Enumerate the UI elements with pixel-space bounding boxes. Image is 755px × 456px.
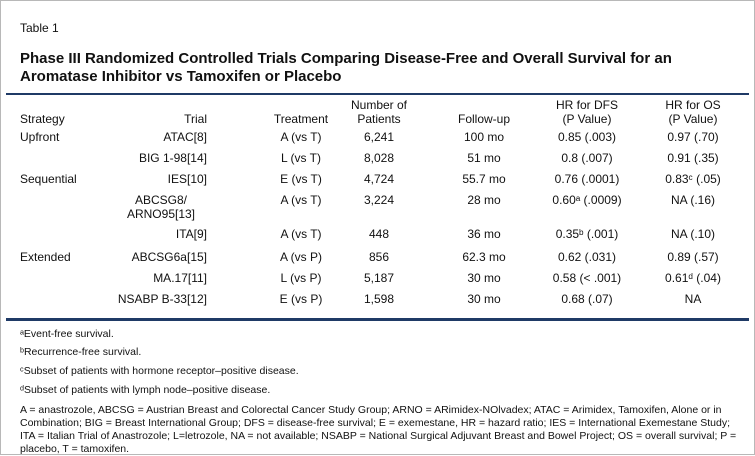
table-cell: 856 <box>368 250 390 264</box>
table-cell: 1,598 <box>363 292 395 306</box>
top-rule <box>6 93 749 95</box>
table-label: Table 1 <box>20 21 59 35</box>
table-cell: A (vs T) <box>280 130 322 144</box>
table-cell: 0.89 (.57) <box>667 250 719 264</box>
table-cell: 0.60ᵃ (.0009) <box>552 193 622 207</box>
table-cell: 448 <box>368 227 390 241</box>
footnote: ᵈSubset of patients with lymph node–posi… <box>20 384 271 396</box>
table-cell: ATAC[8] <box>163 130 207 144</box>
table-cell: 3,224 <box>363 193 395 207</box>
table-cell: A (vs P) <box>279 250 322 264</box>
table-cell: 55.7 mo <box>462 172 506 186</box>
table-cell: 0.35ᵇ (.001) <box>555 227 619 241</box>
table-cell: A (vs T) <box>280 193 322 207</box>
footnote: ᵃEvent-free survival. <box>20 328 114 340</box>
table-cell: E (vs T) <box>280 172 322 186</box>
table-cell: NA (.10) <box>670 227 715 241</box>
table-cell: NA (.16) <box>670 193 715 207</box>
column-header: Follow-up <box>457 112 511 126</box>
column-header: Strategy <box>20 112 65 126</box>
table-cell: 62.3 mo <box>462 250 506 264</box>
column-header: Patients <box>357 112 401 126</box>
column-header: (P Value) <box>562 112 612 126</box>
table-cell: 0.8 (.007) <box>561 151 613 165</box>
table-cell: Upfront <box>20 130 60 144</box>
table-cell: 8,028 <box>363 151 395 165</box>
table-cell: 100 mo <box>463 130 505 144</box>
table-cell: 0.68 (.07) <box>561 292 613 306</box>
table-cell: 30 mo <box>467 292 501 306</box>
table-cell: 0.58 (< .001) <box>552 271 622 285</box>
table-cell: 0.61ᵈ (.04) <box>665 271 721 285</box>
footnote: ᶜSubset of patients with hormone recepto… <box>20 365 299 377</box>
table-cell: 0.85 (.003) <box>557 130 617 144</box>
table-cell: ITA[9] <box>175 227 207 241</box>
column-header: Treatment <box>273 112 329 126</box>
table-cell: 28 mo <box>467 193 501 207</box>
table-cell: NA <box>684 292 702 306</box>
column-header: HR for OS <box>665 98 721 112</box>
table-cell: ABCSG6a[15] <box>131 250 207 264</box>
table-cell: L (vs T) <box>280 151 321 165</box>
table-cell: 36 mo <box>467 227 501 241</box>
table-cell: 51 mo <box>467 151 501 165</box>
table-cell: Sequential <box>20 172 77 186</box>
table-cell: 6,241 <box>363 130 395 144</box>
table-cell: 4,724 <box>363 172 395 186</box>
table-cell: Extended <box>20 250 71 264</box>
table-cell: 0.76 (.0001) <box>554 172 620 186</box>
table-cell: 0.83ᶜ (.05) <box>665 172 721 186</box>
table-cell: 5,187 <box>363 271 395 285</box>
column-header: Trial <box>184 112 207 126</box>
table-cell: 30 mo <box>467 271 501 285</box>
abbreviations: A = anastrozole, ABCSG = Austrian Breast… <box>20 404 737 455</box>
table-cell: BIG 1-98[14] <box>138 151 207 165</box>
table-cell: 0.91 (.35) <box>667 151 719 165</box>
table-title: Phase III Randomized Controlled Trials C… <box>20 50 672 85</box>
table-cell: L (vs P) <box>280 271 322 285</box>
column-header: HR for DFS <box>555 98 618 112</box>
table-cell: E (vs P) <box>279 292 323 306</box>
table-cell: 0.62 (.031) <box>557 250 617 264</box>
table-cell: 0.97 (.70) <box>667 130 719 144</box>
table-cell: MA.17[11] <box>153 271 207 285</box>
table-cell: ABCSG8/ ARNO95[13] <box>126 193 196 221</box>
column-header: Number of <box>350 98 408 112</box>
table-cell: A (vs T) <box>280 227 322 241</box>
footnote: ᵇRecurrence-free survival. <box>20 346 142 358</box>
column-header: (P Value) <box>668 112 718 126</box>
table-cell: NSABP B-33[12] <box>117 292 207 306</box>
bottom-rule <box>6 318 749 321</box>
table-cell: IES[10] <box>167 172 207 186</box>
